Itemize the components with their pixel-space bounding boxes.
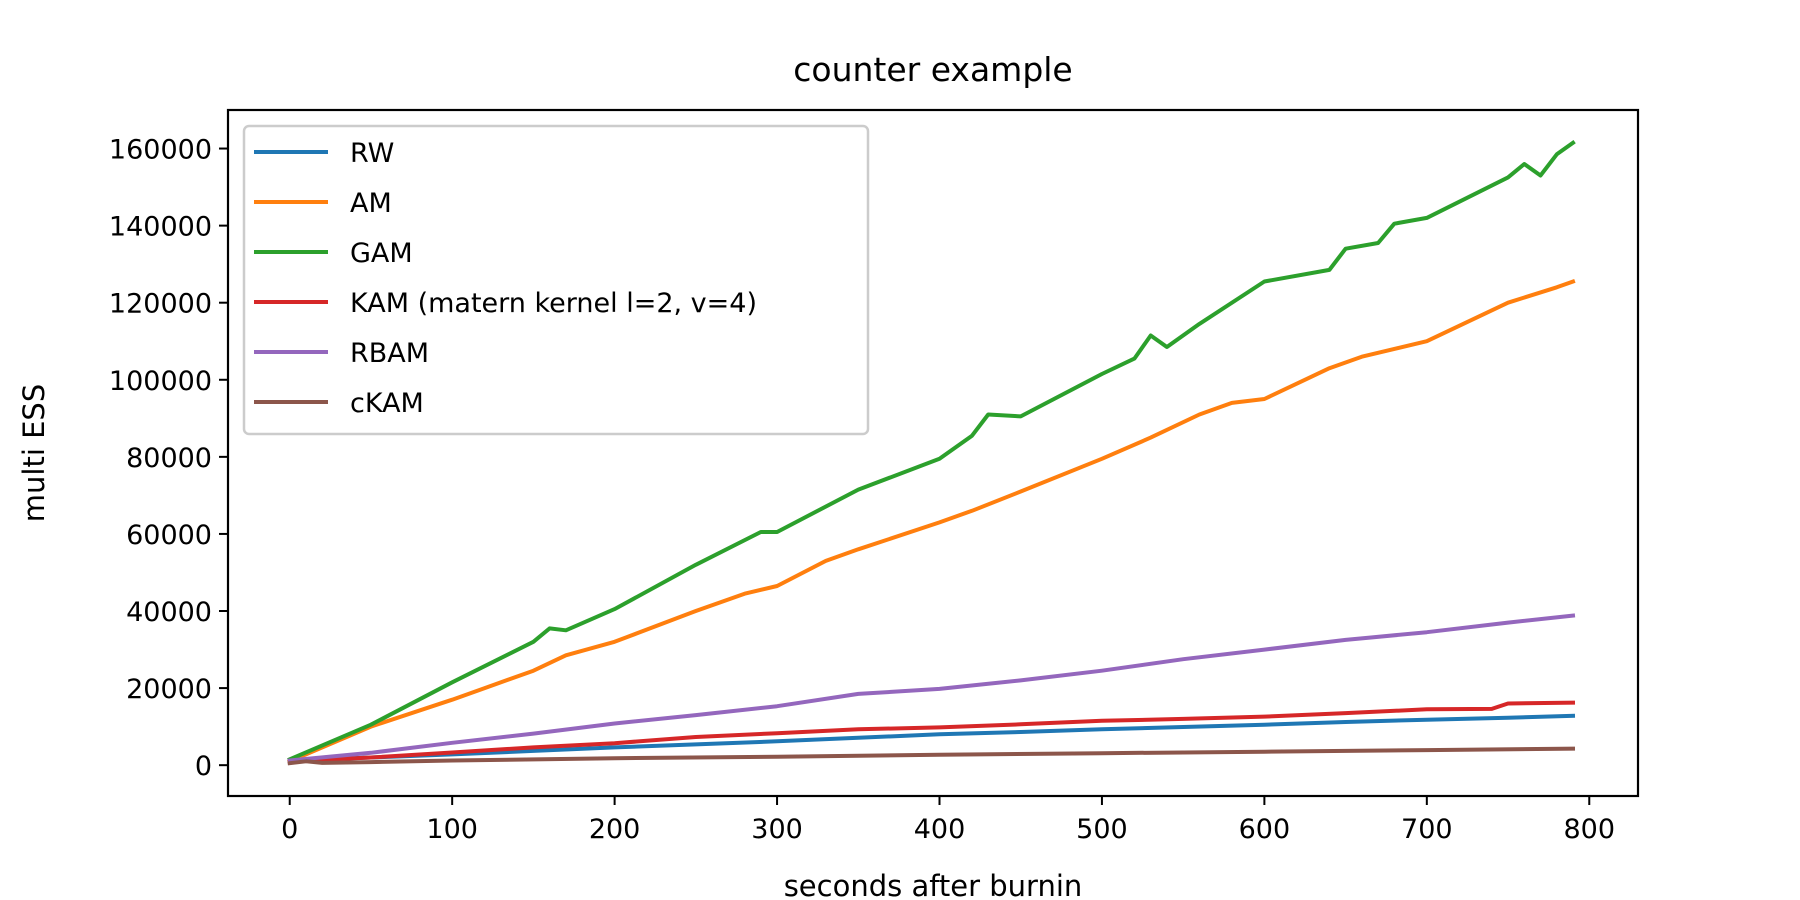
legend-label-3: KAM (matern kernel l=2, v=4): [350, 288, 757, 319]
legend-label-5: cKAM: [350, 388, 424, 419]
x-axis-label: seconds after burnin: [784, 869, 1083, 900]
x-tick-label: 100: [426, 814, 478, 845]
x-tick-label: 200: [589, 814, 641, 845]
legend-label-4: RBAM: [350, 338, 429, 369]
series-line-2: [287, 140, 1576, 763]
series-line-5: [287, 746, 1576, 766]
legend-label-2: GAM: [350, 238, 413, 269]
x-tick-label: 800: [1563, 814, 1615, 845]
x-tick-label: 0: [281, 814, 298, 845]
x-axis: 0 100 200 300 400 500 600 700 800: [281, 796, 1615, 845]
x-tick-label: 500: [1076, 814, 1128, 845]
y-axis: 0 20000 40000 60000 80000 100000 120000 140000 1…: [109, 135, 228, 782]
y-axis-label: multi ESS: [17, 384, 51, 522]
y-tick-label: 20000: [126, 674, 212, 705]
series-line-3: [287, 700, 1576, 764]
y-tick-label: 160000: [109, 135, 212, 166]
plot-area: [287, 140, 1576, 766]
legend-label-1: AM: [350, 188, 392, 219]
legend: RW AM GAM KAM (matern kernel l=2, v=4) RBAM c…: [242, 124, 870, 436]
plot-frame: [226, 108, 1640, 798]
chart-title: counter example: [793, 50, 1073, 89]
y-tick-label: 80000: [126, 443, 212, 474]
y-tick-label: 120000: [109, 289, 212, 320]
y-tick-label: 100000: [109, 366, 212, 397]
y-tick-label: 0: [195, 751, 212, 782]
series-line-1: [287, 278, 1576, 764]
x-tick-label: 700: [1401, 814, 1453, 845]
legend-box: [242, 124, 870, 436]
x-tick-label: 300: [751, 814, 803, 845]
y-tick-label: 40000: [126, 597, 212, 628]
series-line-0: [287, 713, 1576, 763]
x-tick-label: 400: [914, 814, 966, 845]
x-tick-label: 600: [1239, 814, 1291, 845]
series-line-4: [287, 613, 1576, 763]
y-tick-label: 140000: [109, 212, 212, 243]
y-tick-label: 60000: [126, 520, 212, 551]
legend-label-0: RW: [350, 138, 394, 169]
